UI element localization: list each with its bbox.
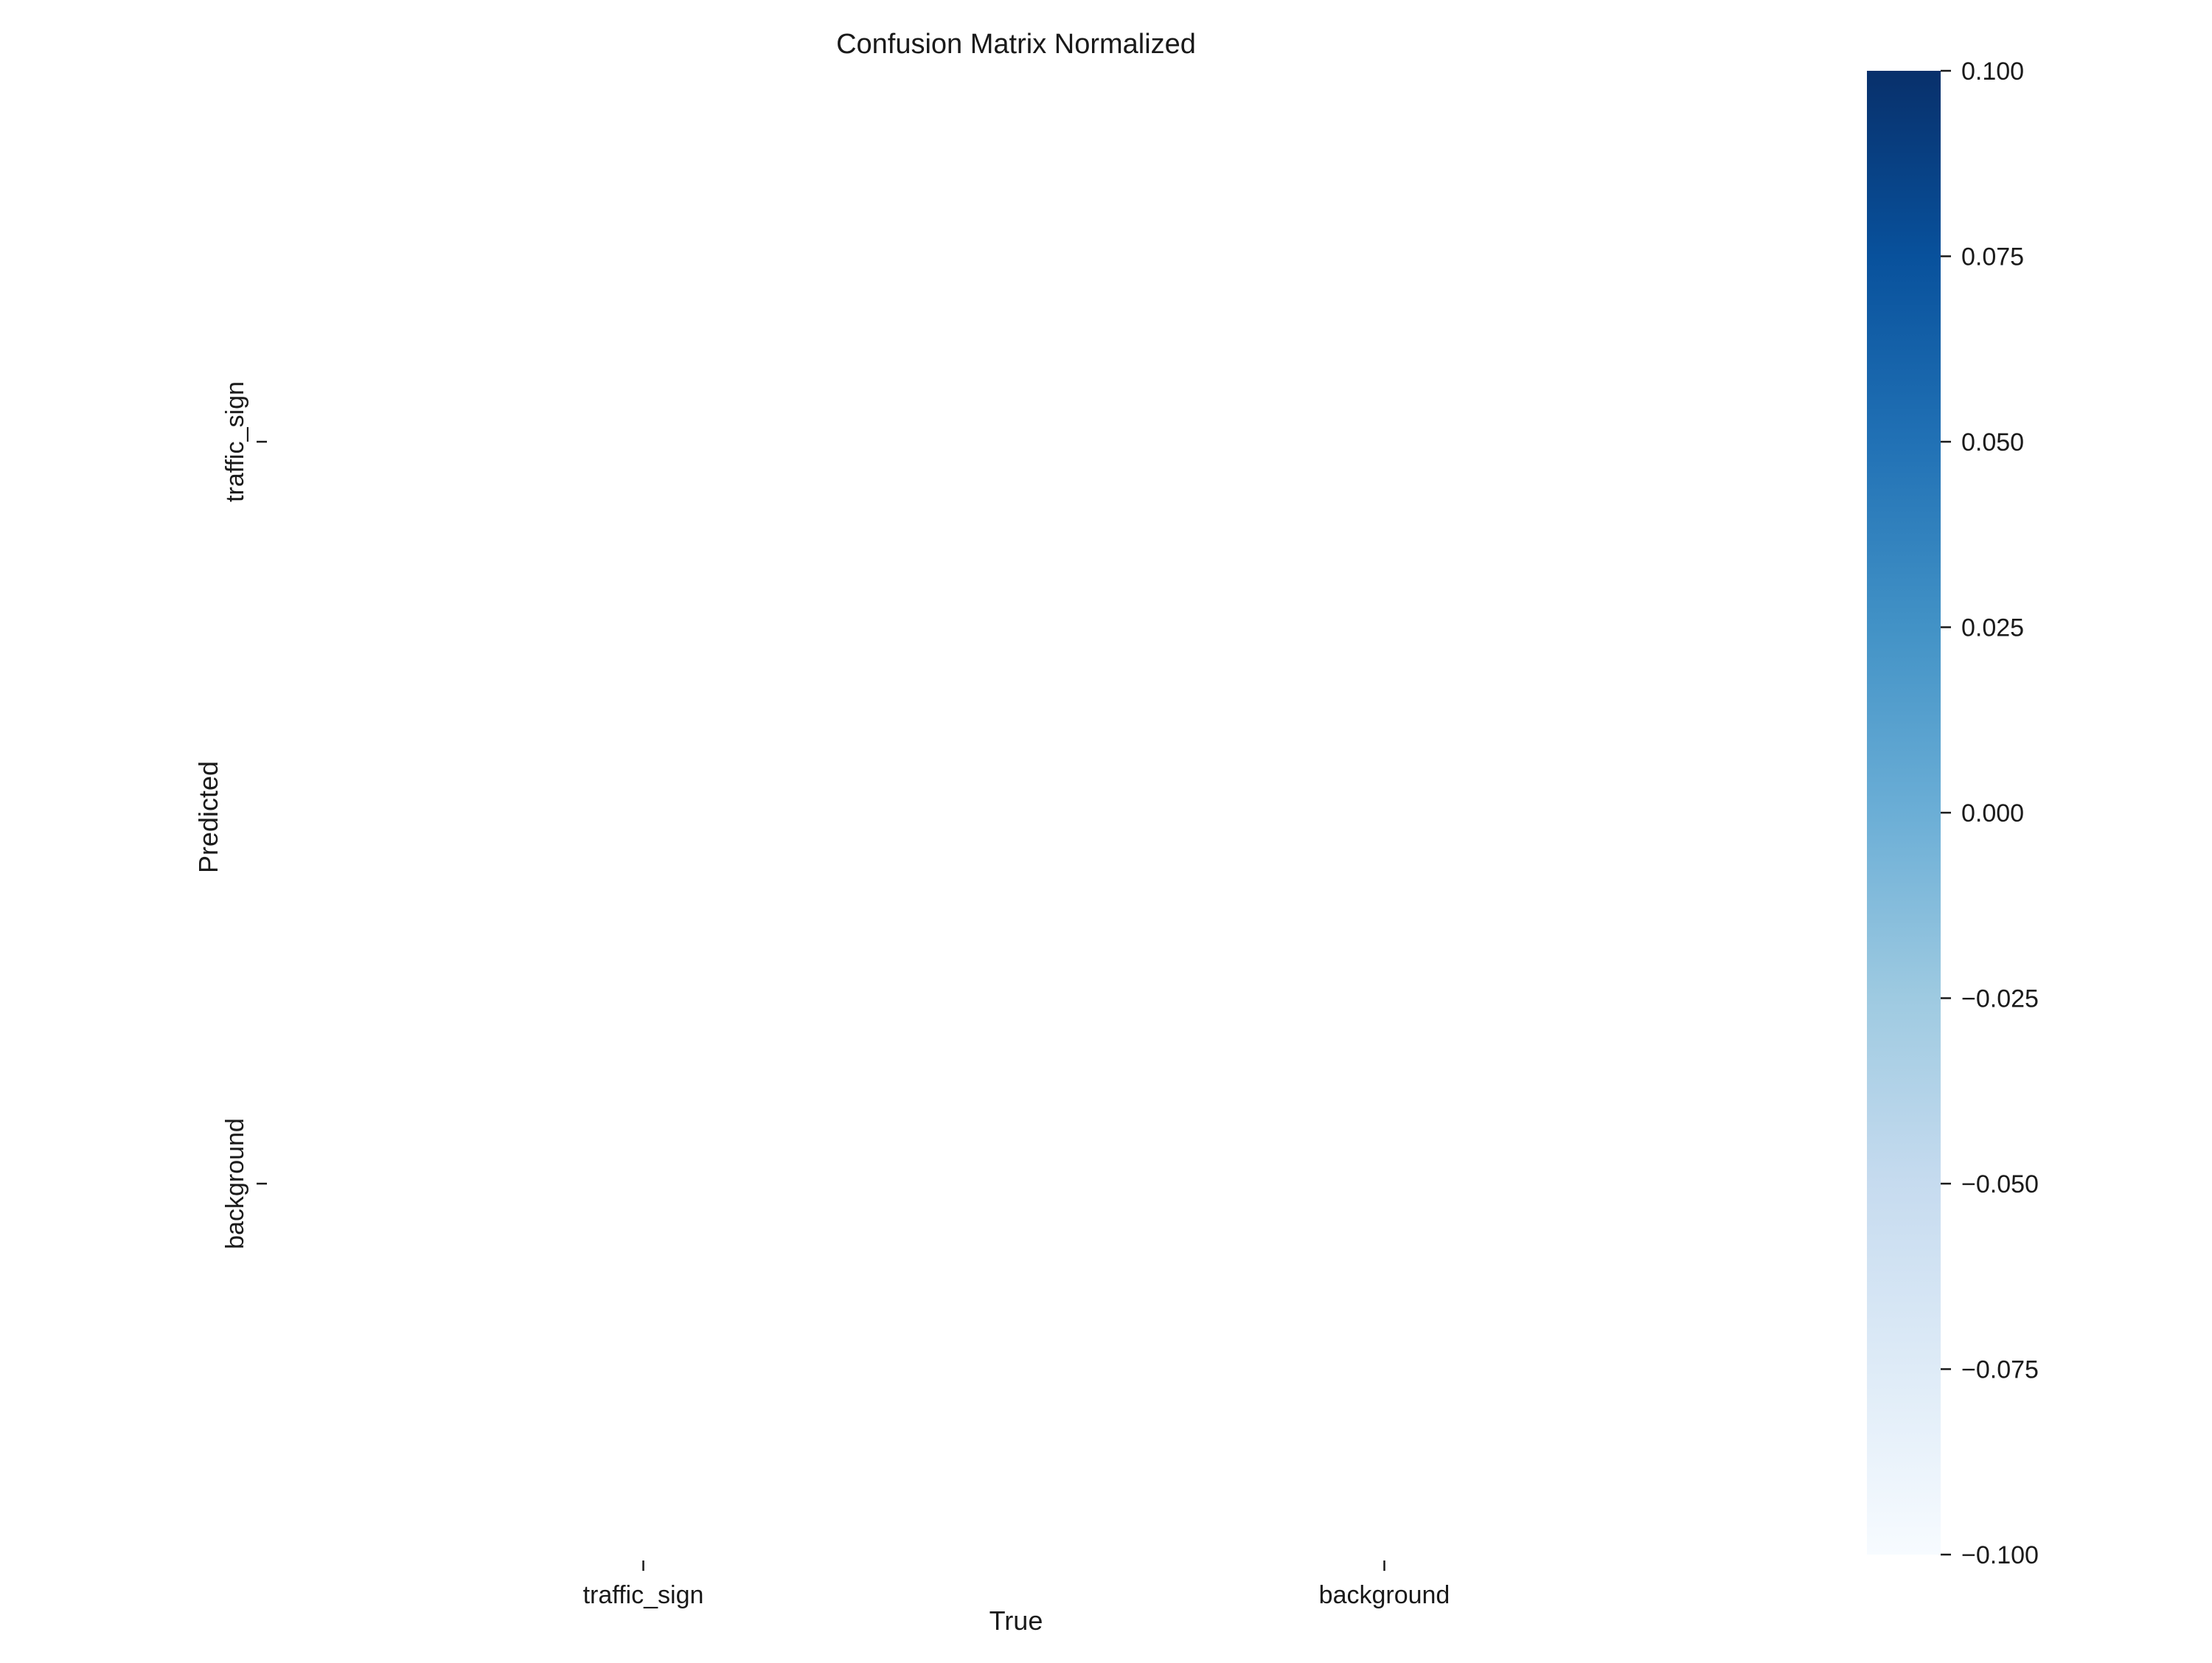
colorbar: 0.100 0.075 0.050 0.025 0.000 −0.025 −0.050 −0.…: [1867, 58, 2039, 1569]
colorbar-tick-label: 0.050: [1961, 428, 2024, 456]
heatmap-plot-area: [273, 71, 1755, 1555]
colorbar-ticks: 0.100 0.075 0.050 0.025 0.000 −0.025 −0.050 −0.…: [1941, 58, 2039, 1569]
colorbar-tick-label: 0.075: [1961, 243, 2024, 271]
y-tick-label: traffic_sign: [221, 381, 249, 502]
colorbar-tick-label: −0.075: [1961, 1356, 2039, 1384]
colorbar-tick-label: 0.025: [1961, 614, 2024, 642]
x-axis-ticks: traffic_sign background: [583, 1560, 1450, 1609]
y-axis-ticks: traffic_sign background: [221, 381, 267, 1249]
colorbar-tick-label: −0.050: [1961, 1170, 2039, 1198]
colorbar-tick-label: −0.100: [1961, 1541, 2039, 1569]
colorbar-tick-label: 0.000: [1961, 799, 2024, 827]
colorbar-gradient: [1867, 71, 1941, 1555]
y-tick-label: background: [221, 1118, 249, 1249]
chart-title: Confusion Matrix Normalized: [836, 29, 1196, 60]
x-axis-label: True: [990, 1605, 1043, 1636]
heatmap-cell: [1014, 71, 1755, 813]
x-tick-label: traffic_sign: [583, 1581, 704, 1609]
heatmap-cell: [273, 813, 1014, 1555]
colorbar-tick-label: 0.100: [1961, 58, 2024, 86]
colorbar-tick-label: −0.025: [1961, 985, 2039, 1013]
heatmap-cell: [1014, 813, 1755, 1555]
y-axis-label: Predicted: [193, 761, 223, 873]
heatmap-cell: [273, 71, 1014, 813]
x-tick-label: background: [1319, 1581, 1450, 1609]
